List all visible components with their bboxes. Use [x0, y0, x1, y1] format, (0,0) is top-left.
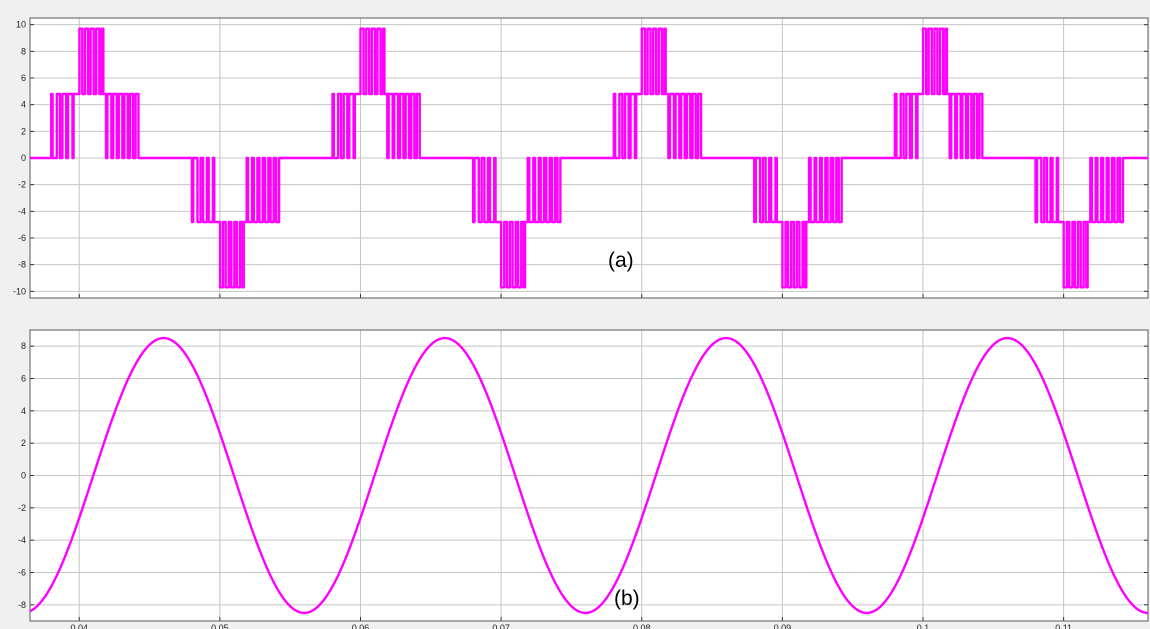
chart-panel-a: 10 8 6 4 2 0 -2 -4 -6 -8 -10 (a) — [13, 18, 1148, 298]
y-tick-label: -4 — [18, 206, 26, 216]
x-tick-label: 0.06 — [352, 623, 370, 629]
y-tick-label: 6 — [21, 374, 26, 384]
x-tick-label: 0.08 — [633, 623, 651, 629]
y-tick-label: -2 — [18, 180, 26, 190]
y-tick-label: 8 — [21, 46, 26, 56]
y-tick-label: -2 — [18, 503, 26, 513]
x-tick-label: 0.07 — [492, 623, 510, 629]
panel-label: (a) — [608, 249, 634, 272]
y-tick-label: -6 — [18, 568, 26, 578]
y-tick-label: 8 — [21, 341, 26, 351]
x-tick-label: 0.05 — [211, 623, 229, 629]
y-tick-label: 10 — [16, 20, 26, 30]
y-tick-label: 0 — [21, 153, 26, 163]
y-tick-label: -8 — [18, 600, 26, 610]
chart-panel-b: 8 6 4 2 0 -2 -4 -6 -8 0.04 0.05 0.06 0.07 0.08 0.09 0.1… — [18, 330, 1148, 629]
panel-label: (b) — [614, 587, 640, 610]
y-tick-label: 2 — [21, 126, 26, 136]
y-tick-label: 2 — [21, 438, 26, 448]
x-tick-label: 0.11 — [1055, 623, 1072, 629]
y-tick-label: 4 — [21, 100, 26, 110]
x-tick-label: 0.1 — [917, 623, 930, 629]
y-tick-label: -4 — [18, 535, 26, 545]
y-tick-label: -10 — [13, 286, 26, 296]
x-tick-label: 0.09 — [774, 623, 792, 629]
y-tick-label: 6 — [21, 73, 26, 83]
x-tick-label: 0.04 — [70, 623, 88, 629]
y-tick-label: 4 — [21, 406, 26, 416]
y-tick-label: 0 — [21, 471, 26, 481]
y-tick-label: -6 — [18, 233, 26, 243]
y-tick-label: -8 — [18, 260, 26, 270]
